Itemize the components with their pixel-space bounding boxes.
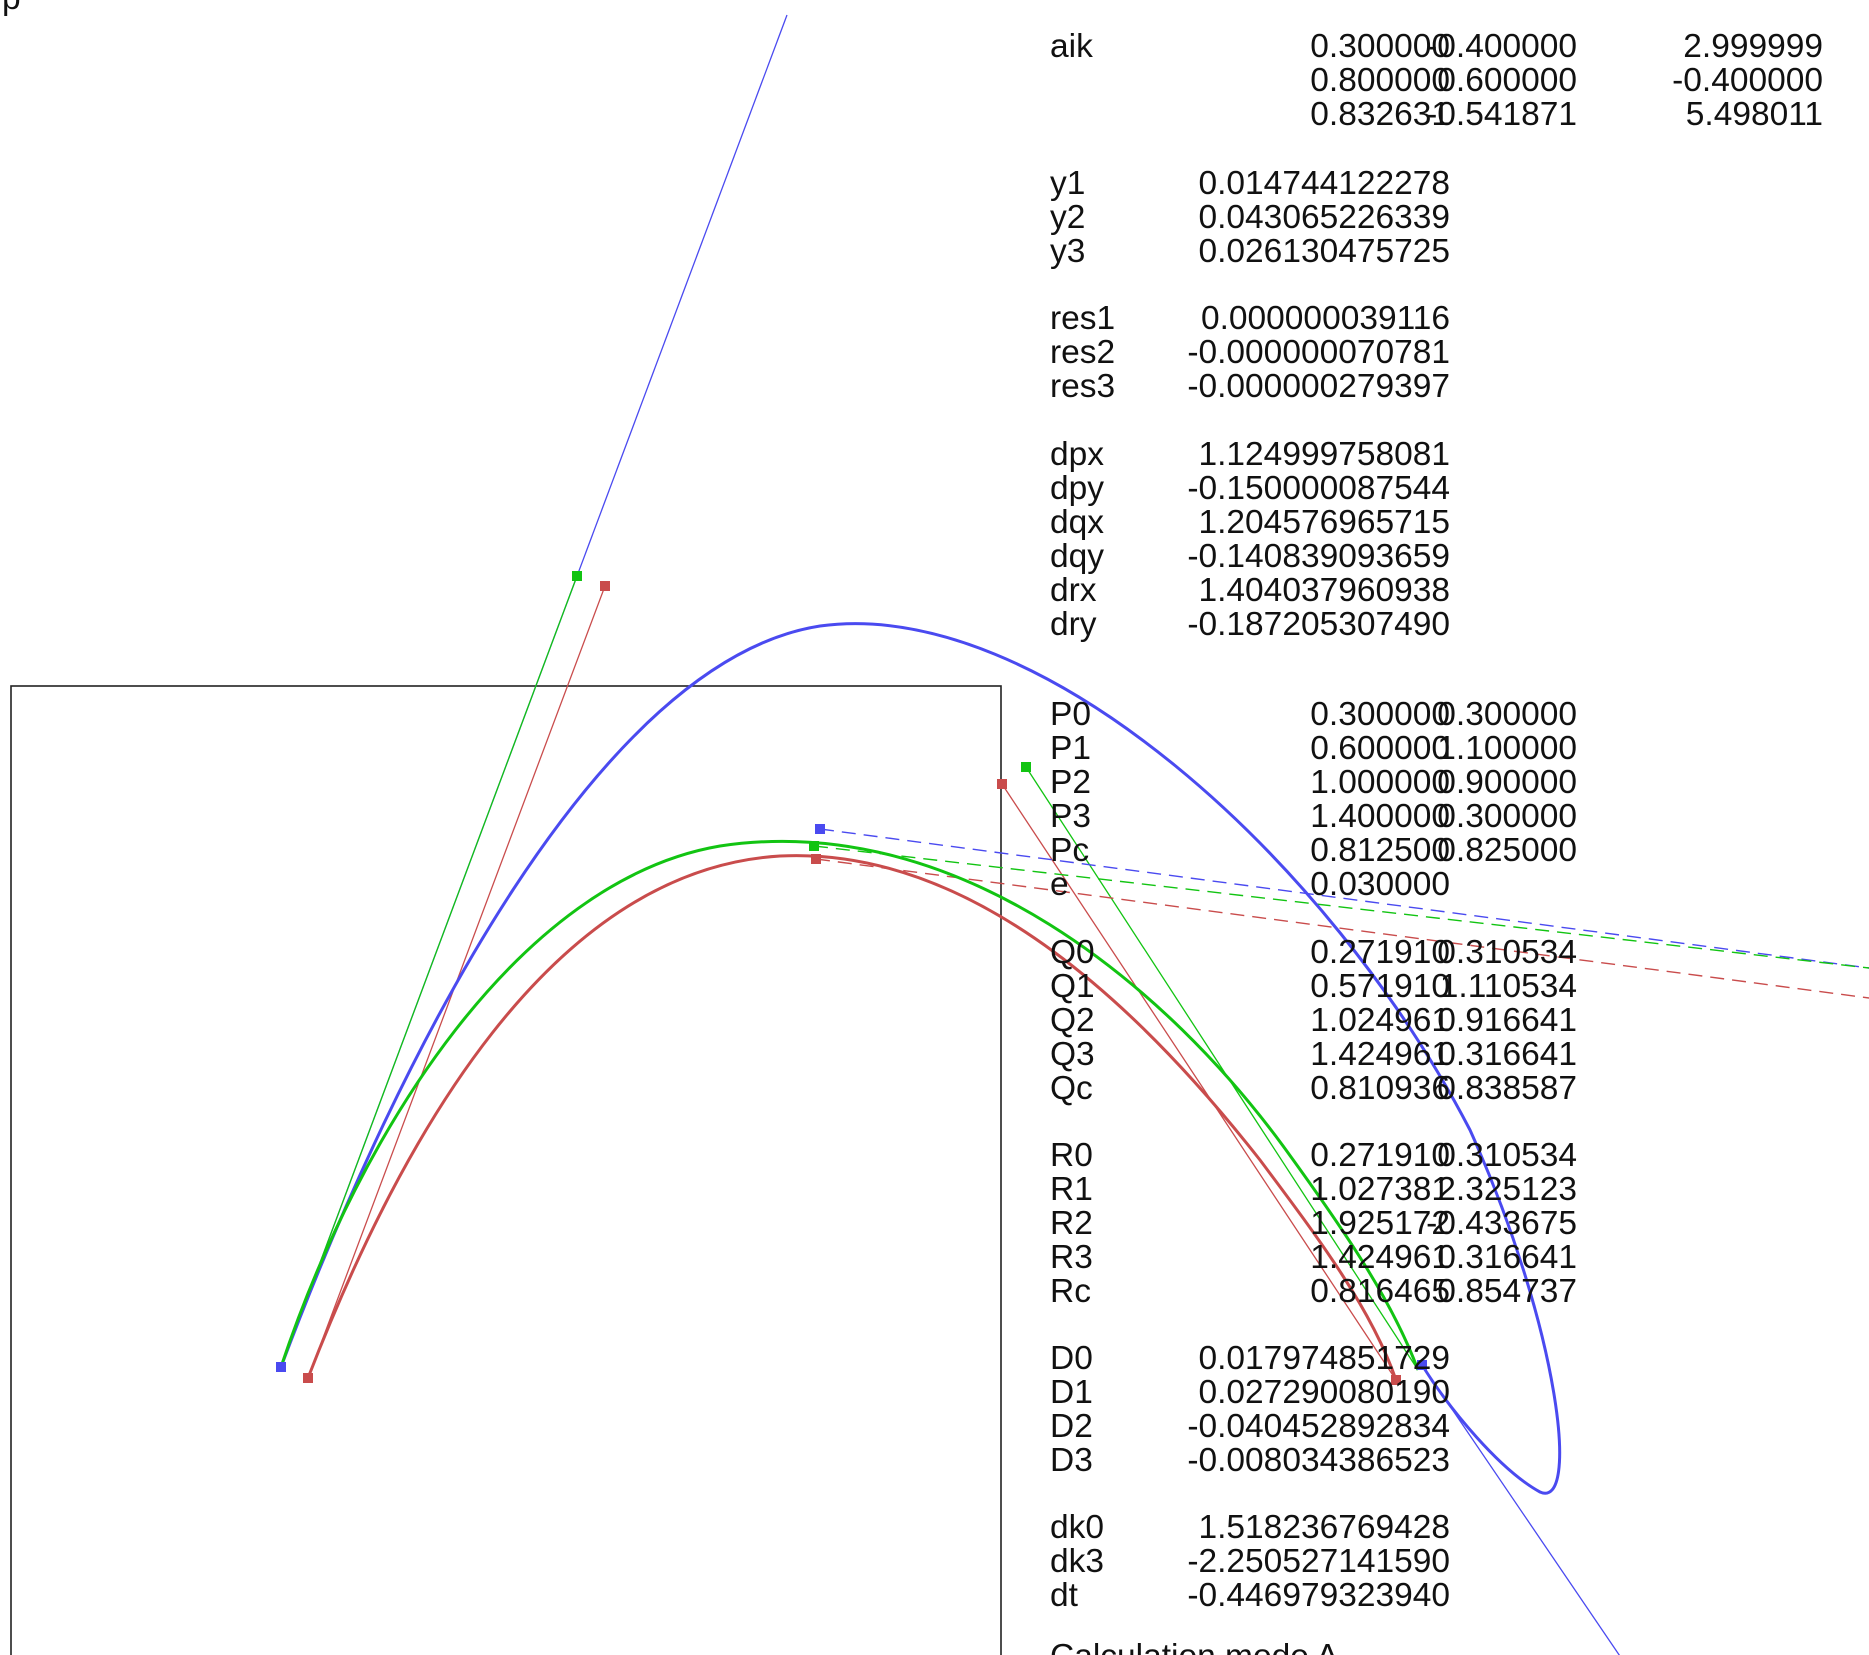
reference-frame — [10, 685, 1002, 1655]
red-tangent-line-end — [1001, 783, 1397, 1381]
green-dashed-normal — [813, 845, 1869, 969]
blue-bezier-curve — [279, 622, 1562, 1495]
red-control-point-1 — [600, 581, 610, 591]
green-tangent-line-end — [1025, 766, 1419, 1371]
red-dashed-normal — [815, 858, 1869, 999]
green-tangent-line-start — [280, 575, 578, 1368]
green-apex-point — [809, 841, 819, 851]
red-start-point — [303, 1373, 313, 1383]
red-control-point-2 — [997, 779, 1007, 789]
blue-start-point — [276, 1362, 286, 1372]
green-bezier-curve — [279, 839, 1420, 1371]
blue-apex-point — [815, 824, 825, 834]
blue-dashed-normal — [819, 828, 1869, 969]
blue-end-point — [1417, 1360, 1427, 1370]
red-bezier-curve — [306, 854, 1398, 1381]
red-end-point — [1391, 1375, 1401, 1385]
red-apex-point — [811, 854, 821, 864]
green-control-point-1 — [572, 571, 582, 581]
green-control-point-2 — [1021, 762, 1031, 772]
